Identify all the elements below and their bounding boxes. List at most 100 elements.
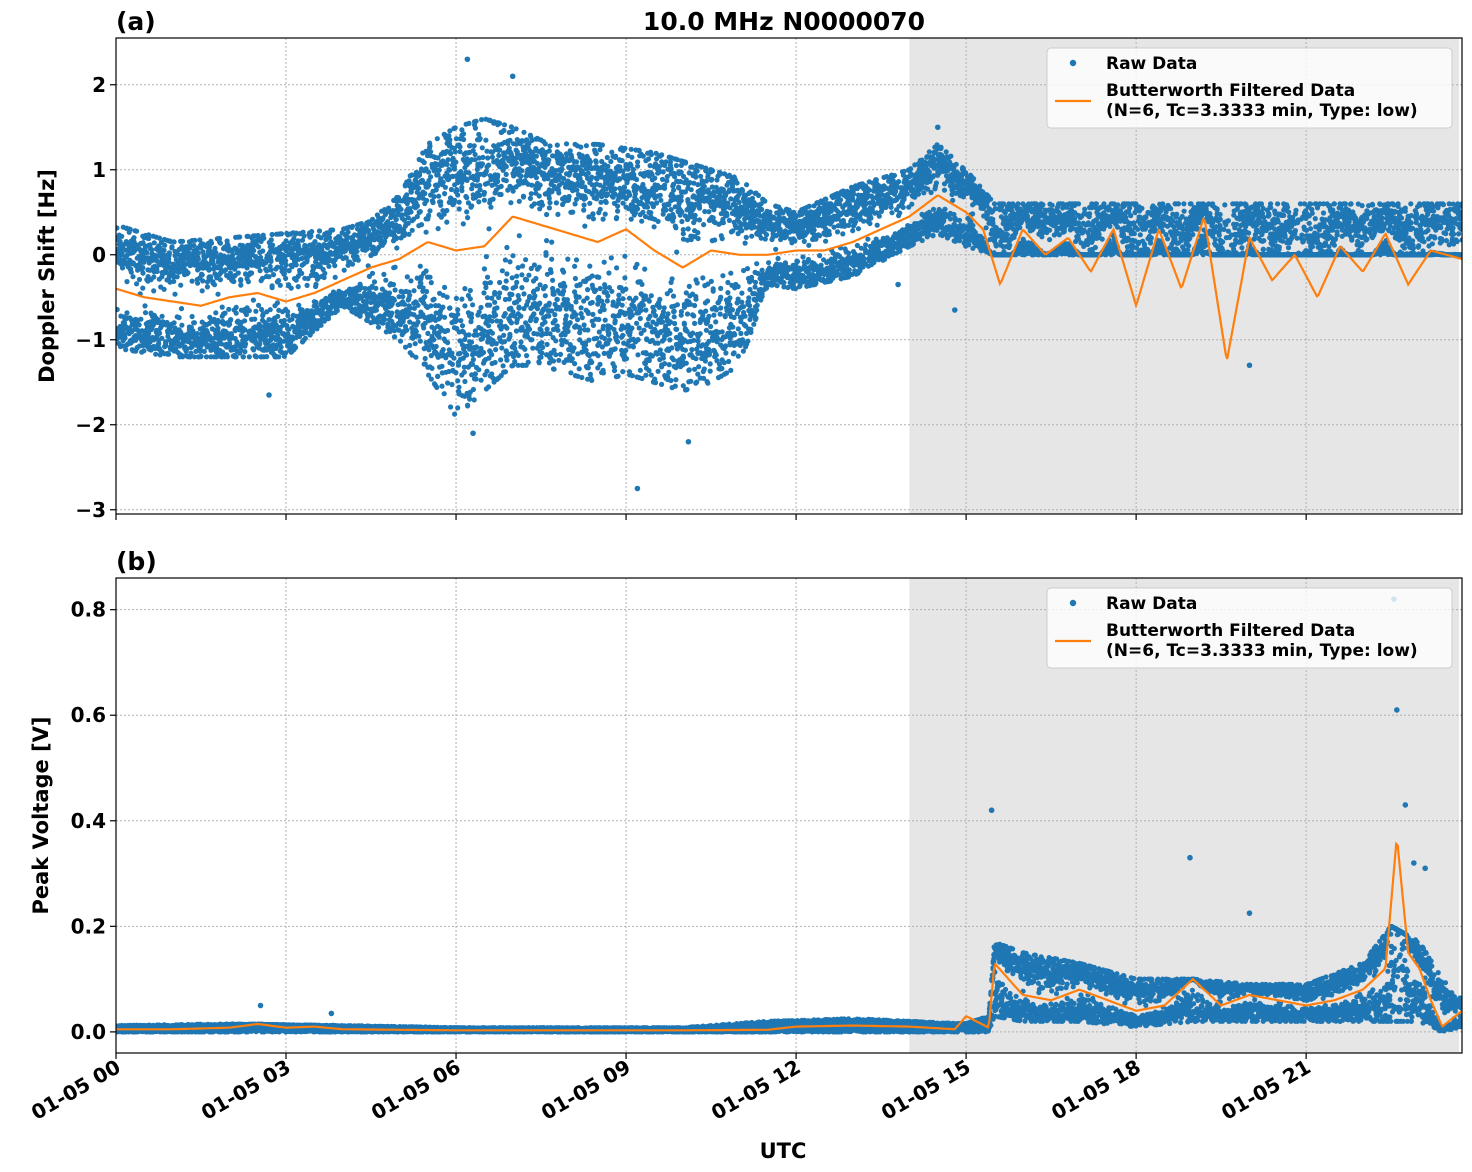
raw-data-point	[603, 199, 609, 205]
raw-data-point	[442, 314, 448, 320]
raw-data-point	[281, 317, 287, 324]
raw-data-point	[465, 215, 471, 221]
raw-data-point	[464, 195, 470, 201]
raw-data-point	[130, 274, 136, 280]
raw-data-point	[479, 161, 485, 167]
raw-data-point	[266, 274, 272, 280]
raw-data-point	[198, 353, 204, 359]
raw-data-point	[401, 301, 408, 307]
raw-data-point	[326, 263, 332, 269]
raw-data-point	[415, 319, 421, 325]
raw-data-point	[694, 168, 700, 174]
raw-data-point	[579, 315, 585, 321]
raw-data-point	[469, 203, 475, 209]
raw-data-point	[251, 248, 257, 254]
raw-data-point	[439, 383, 445, 389]
raw-data-point	[574, 317, 581, 323]
raw-data-point	[637, 367, 643, 373]
raw-data-point	[551, 366, 557, 372]
raw-data-point	[163, 343, 169, 349]
raw-data-point	[544, 341, 550, 347]
raw-data-point	[503, 164, 509, 170]
raw-data-point	[523, 257, 529, 263]
raw-data-point	[408, 278, 414, 284]
raw-data-point	[614, 215, 620, 221]
raw-data-point	[198, 245, 204, 251]
raw-data-point	[611, 368, 618, 374]
raw-data-point	[531, 201, 538, 207]
raw-data-point	[554, 142, 560, 148]
raw-data-point	[408, 209, 414, 215]
raw-data-point	[434, 384, 440, 390]
raw-data-point	[473, 344, 480, 350]
raw-data-point	[426, 169, 432, 175]
raw-data-point	[476, 199, 482, 205]
raw-data-point	[621, 185, 628, 191]
raw-data-point	[275, 278, 282, 284]
raw-data-point	[457, 144, 463, 150]
raw-data-point	[199, 272, 205, 278]
raw-data-point	[519, 285, 525, 291]
raw-data-point	[548, 269, 554, 275]
raw-data-point	[553, 352, 559, 358]
raw-data-point	[492, 289, 498, 296]
raw-data-point	[423, 268, 429, 274]
raw-data-point	[531, 311, 537, 317]
raw-data-point	[258, 254, 264, 261]
raw-data-point	[503, 285, 509, 291]
raw-data-point	[720, 220, 727, 226]
raw-data-point	[602, 335, 608, 342]
raw-data-point	[578, 144, 584, 150]
raw-data-point	[487, 302, 493, 308]
raw-data-point	[551, 291, 557, 297]
raw-data-point	[533, 175, 540, 181]
raw-data-point	[174, 274, 180, 280]
raw-data-point	[623, 286, 629, 292]
raw-data-point	[176, 269, 182, 275]
raw-data-point	[473, 118, 479, 124]
raw-data-point	[257, 268, 263, 274]
raw-data-point	[256, 244, 262, 250]
raw-data-point	[739, 228, 745, 234]
raw-data-point	[513, 126, 519, 132]
raw-data-point	[646, 367, 652, 374]
raw-data-point	[565, 328, 571, 334]
raw-data-point	[604, 154, 610, 161]
raw-data-point	[427, 143, 433, 149]
raw-data-point	[246, 354, 252, 360]
raw-data-point	[528, 191, 534, 197]
raw-data-point	[726, 358, 732, 365]
raw-data-point	[371, 279, 378, 285]
raw-data-point	[691, 313, 697, 319]
raw-data-point	[222, 310, 228, 316]
raw-data-point	[589, 299, 595, 306]
raw-data-point	[251, 347, 257, 353]
raw-data-point	[701, 183, 707, 190]
raw-data-point	[693, 296, 699, 302]
raw-data-point	[622, 145, 628, 151]
raw-data-point	[512, 340, 518, 347]
raw-data-point	[516, 297, 522, 303]
raw-data-point	[656, 169, 662, 176]
raw-data-point	[671, 314, 677, 320]
raw-data-point	[295, 284, 301, 290]
raw-data-point	[440, 179, 446, 185]
raw-data-point	[634, 261, 640, 267]
raw-data-point	[513, 155, 520, 161]
raw-data-point	[672, 320, 678, 327]
raw-data-point	[476, 309, 482, 315]
raw-data-point	[582, 223, 588, 229]
raw-data-point	[304, 282, 310, 288]
raw-data-point	[473, 376, 479, 382]
raw-data-point	[559, 166, 565, 172]
raw-data-point	[259, 275, 266, 281]
raw-data-point	[515, 352, 522, 358]
raw-data-point	[428, 303, 434, 309]
raw-data-point	[484, 368, 490, 374]
raw-data-point	[487, 314, 493, 320]
raw-data-point	[661, 305, 667, 311]
raw-data-point	[430, 199, 436, 206]
raw-data-point	[619, 158, 625, 164]
raw-data-point	[422, 190, 428, 197]
raw-data-point	[635, 337, 641, 343]
